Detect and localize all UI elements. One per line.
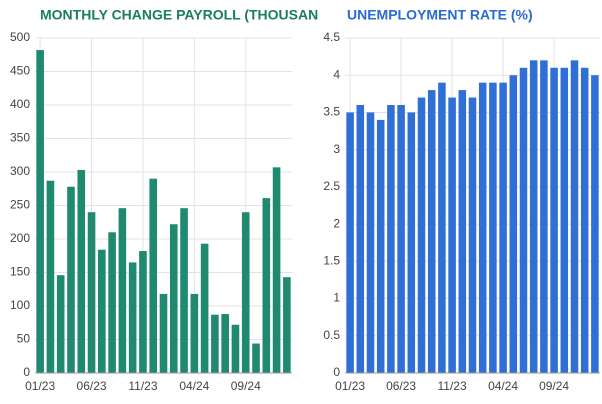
bar — [56, 275, 65, 373]
y-tick-label: 2.5 — [323, 179, 340, 193]
bar — [128, 262, 137, 373]
bar — [200, 243, 209, 373]
x-tick-label: 01/23 — [335, 379, 365, 393]
x-tick-label: 04/24 — [488, 379, 518, 393]
bar — [550, 67, 558, 374]
bar — [139, 251, 147, 373]
bar — [231, 324, 240, 373]
y-tick-label: 350 — [10, 131, 30, 145]
bar — [570, 60, 579, 373]
bar — [346, 112, 354, 373]
x-tick-label: 09/24 — [539, 379, 569, 393]
y-tick-label: 3 — [333, 142, 340, 156]
y-tick-label: 4.5 — [323, 30, 340, 44]
bar — [509, 75, 518, 373]
bar — [159, 293, 168, 373]
y-tick-label: 300 — [10, 164, 30, 178]
bar — [118, 208, 127, 373]
bar — [108, 232, 116, 373]
bar — [221, 314, 229, 373]
bar — [519, 67, 528, 374]
bar — [407, 112, 416, 373]
y-tick-label: 3.5 — [323, 105, 340, 119]
x-tick-label: 11/23 — [128, 379, 157, 393]
bar — [87, 212, 96, 373]
bar — [468, 97, 477, 374]
bar — [560, 67, 569, 374]
bar — [448, 97, 456, 374]
bar — [397, 105, 405, 373]
bar — [149, 178, 158, 373]
x-tick-label: 01/23 — [25, 379, 55, 393]
y-tick-label: 1 — [333, 291, 340, 305]
bar — [540, 60, 548, 373]
x-tick-label: 06/23 — [386, 379, 416, 393]
chart-title: UNEMPLOYMENT RATE (%) — [347, 7, 533, 23]
bar — [387, 105, 395, 373]
bar — [417, 97, 426, 374]
bar — [366, 112, 375, 373]
y-tick-label: 500 — [10, 30, 30, 44]
y-tick-label: 450 — [10, 64, 30, 78]
y-tick-label: 0 — [23, 365, 30, 379]
bar — [67, 186, 75, 373]
bar — [262, 198, 271, 373]
bar — [36, 50, 44, 374]
bar — [580, 67, 589, 374]
y-tick-label: 150 — [10, 265, 30, 279]
chart-title: MONTHLY CHANGE PAYROLL (THOUSANDS) — [40, 7, 342, 23]
y-tick-label: 2 — [333, 216, 340, 230]
x-tick-label: 11/23 — [438, 379, 467, 393]
bar — [489, 82, 497, 374]
bar — [272, 167, 281, 373]
bar — [98, 249, 106, 373]
x-tick-label: 06/23 — [77, 379, 107, 393]
y-tick-label: 4 — [333, 67, 340, 81]
bar — [591, 75, 599, 373]
bar — [241, 212, 250, 373]
bar — [252, 343, 260, 373]
x-tick-label: 09/24 — [231, 379, 261, 393]
x-tick-label: 04/24 — [179, 379, 209, 393]
y-tick-label: 250 — [10, 198, 30, 212]
bar — [190, 293, 199, 373]
bar — [211, 314, 219, 373]
bar — [46, 180, 55, 373]
bar — [478, 82, 487, 374]
y-tick-label: 400 — [10, 97, 30, 111]
y-tick-label: 100 — [10, 298, 30, 312]
y-tick-label: 50 — [17, 332, 31, 346]
y-tick-label: 0 — [333, 365, 340, 379]
y-tick-label: 1.5 — [323, 254, 340, 268]
bar — [529, 60, 538, 373]
y-tick-label: 200 — [10, 231, 30, 245]
bar — [169, 224, 178, 373]
bar — [499, 82, 507, 374]
bar — [180, 208, 188, 373]
bar — [77, 169, 86, 373]
y-tick-label: 0.5 — [323, 328, 340, 342]
bar — [356, 105, 365, 373]
bar — [438, 82, 446, 374]
bar — [376, 119, 385, 373]
bar — [427, 90, 436, 373]
bar — [458, 90, 467, 373]
bar — [283, 277, 291, 373]
